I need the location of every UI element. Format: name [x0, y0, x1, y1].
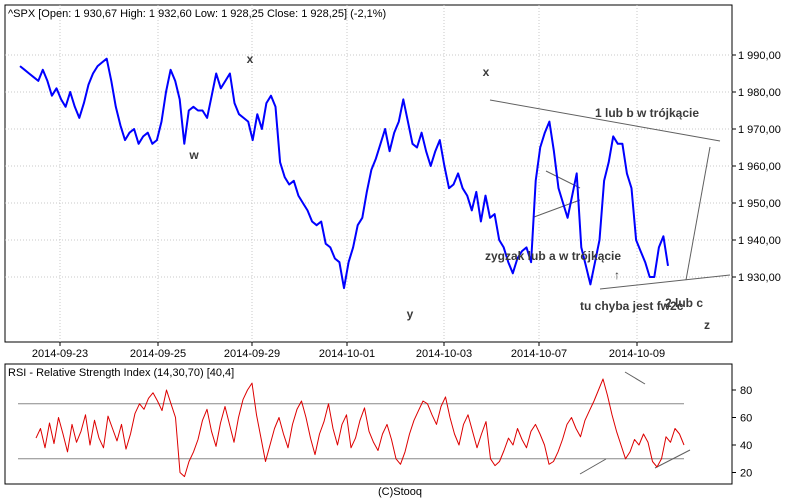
price-chart-title: ^SPX [Open: 1 930,67 High: 1 932,60 Low:… — [8, 8, 386, 20]
rsi-y-tick-label: 60 — [740, 413, 752, 425]
price-trendline — [599, 274, 731, 290]
price-y-tick-label: 1 980,00 — [738, 87, 781, 99]
price-annotation: zygzak lub a w trójkącie — [485, 249, 621, 263]
rsi-y-tick-label: 40 — [740, 440, 752, 452]
price-annotation: 2 lub c — [665, 296, 703, 310]
price-y-tick-label: 1 970,00 — [738, 124, 781, 136]
x-tick-label: 2014-10-07 — [511, 348, 567, 360]
rsi-reference-lines — [18, 403, 684, 460]
price-annotations: x w y x 1 lub b w trójkącie zygzak lub a w tr… — [188, 52, 710, 332]
price-y-axis-ticks: 1 990,00 1 980,00 1 970,00 1 960,00 1 950,00… — [732, 50, 781, 284]
price-panel: x w y x 1 lub b w trójkącie zygzak lub a w tr… — [4, 4, 781, 360]
rsi-panel: 80 60 40 20 RSI - Relative Strength Index (… — [4, 363, 752, 485]
price-annotation: z — [704, 318, 710, 332]
rsi-series-line — [35, 378, 685, 478]
rsi-y-tick-label: 20 — [740, 468, 752, 480]
rsi-trendline — [579, 458, 607, 475]
price-annotation: x — [247, 52, 254, 66]
x-tick-label: 2014-10-03 — [416, 348, 472, 360]
x-tick-label: 2014-10-09 — [609, 348, 665, 360]
price-y-tick-label: 1 930,00 — [738, 272, 781, 284]
rsi-trendline — [654, 449, 691, 469]
price-annotation: 1 lub b w trójkącie — [595, 106, 699, 120]
price-trendline — [533, 199, 581, 218]
x-tick-label: 2014-09-29 — [224, 348, 280, 360]
x-tick-label: 2014-09-25 — [130, 348, 186, 360]
x-tick-label: 2014-09-23 — [32, 348, 88, 360]
price-plot-frame — [4, 4, 733, 343]
price-annotation: tu chyba jest fw2c — [580, 299, 684, 313]
price-trendlines — [489, 99, 731, 290]
price-y-tick-label: 1 990,00 — [738, 50, 781, 62]
price-annotation: x — [483, 65, 490, 79]
rsi-y-tick-label: 80 — [740, 385, 752, 397]
price-y-tick-label: 1 940,00 — [738, 235, 781, 247]
price-series-line — [19, 57, 669, 290]
rsi-trendlines — [579, 371, 691, 475]
rsi-trendline — [624, 371, 646, 385]
copyright-footer: (C)Stooq — [378, 486, 422, 498]
x-tick-label: 2014-10-01 — [319, 348, 375, 360]
rsi-plot-frame — [4, 363, 733, 485]
price-annotation: ↑ — [614, 268, 620, 282]
price-annotation: y — [407, 307, 414, 321]
price-trendline — [489, 99, 721, 142]
price-y-tick-label: 1 950,00 — [738, 198, 781, 210]
price-y-tick-label: 1 960,00 — [738, 161, 781, 173]
price-annotation: w — [188, 148, 199, 162]
rsi-chart-title: RSI - Relative Strength Index (14,30,70)… — [8, 367, 234, 379]
price-trendline — [685, 146, 711, 281]
x-axis-ticks: 2014-09-23 2014-09-25 2014-09-29 2014-10-01… — [32, 342, 665, 360]
rsi-y-axis-ticks: 80 60 40 20 — [732, 385, 752, 480]
price-grid — [5, 5, 732, 342]
